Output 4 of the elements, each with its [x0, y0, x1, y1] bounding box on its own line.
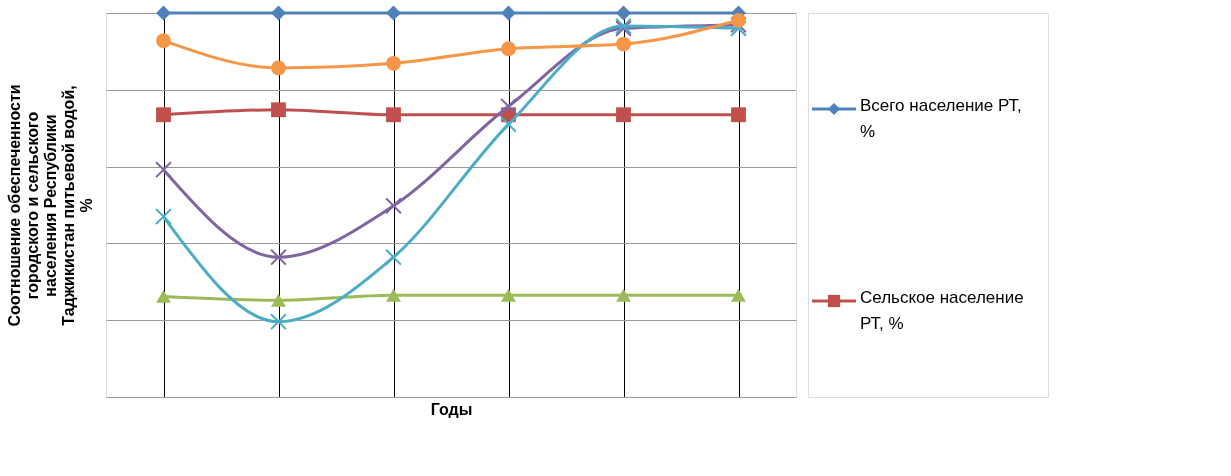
- legend-label: Всего население РТ, %: [860, 96, 1022, 141]
- x-axis-title: Годы: [430, 400, 473, 418]
- legend-label: Сельское население РТ, %: [860, 288, 1024, 333]
- y-axis-title: Соотношение обеспеченности городского и сельского населения Республики Таджикистан питьевой водой, %: [5, 84, 95, 327]
